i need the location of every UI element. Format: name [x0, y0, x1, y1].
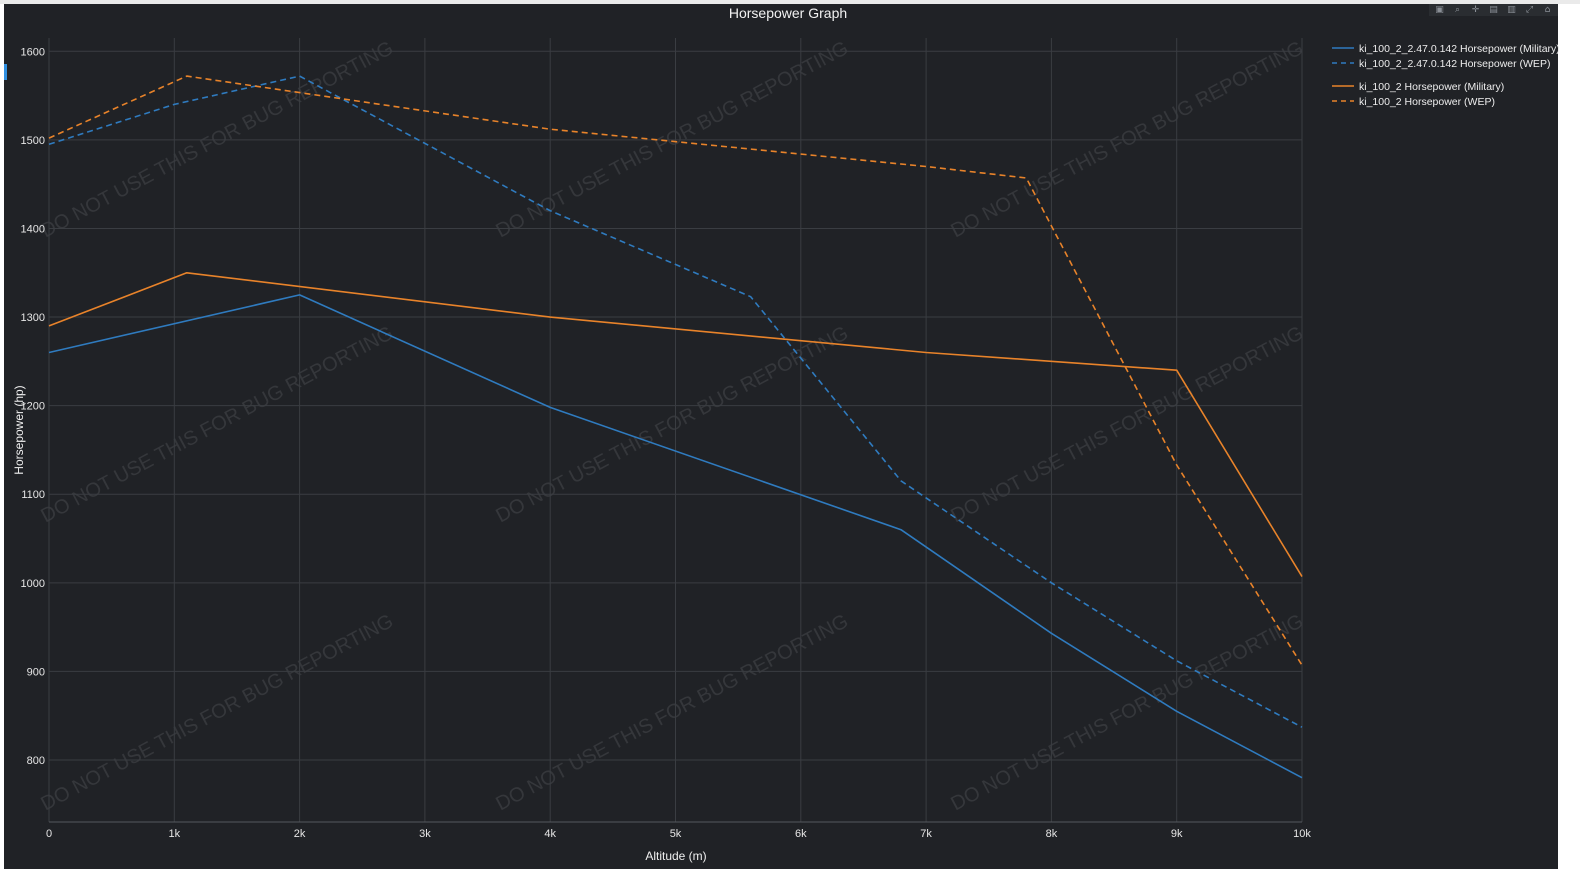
y-tick-label: 1000 [21, 578, 45, 590]
x-tick-label: 10k [1293, 828, 1311, 840]
legend-label: ki_100_2_2.47.0.142 Horsepower (WEP) [1359, 58, 1550, 70]
legend[interactable]: ki_100_2_2.47.0.142 Horsepower (Military… [1332, 43, 1560, 108]
x-tick-label: 4k [544, 828, 556, 840]
series-line-3[interactable] [48, 271, 1303, 578]
grid-lines [48, 38, 1303, 823]
series-layer [48, 75, 1303, 779]
camera-icon[interactable]: ▣ [1435, 5, 1444, 15]
legend-item[interactable]: ki_100_2 Horsepower (WEP) [1332, 96, 1495, 108]
y-tick-label: 1400 [21, 223, 45, 235]
chart-frame [4, 4, 1558, 869]
legend-item[interactable]: ki_100_2_2.47.0.142 Horsepower (Military… [1332, 43, 1560, 55]
x-tick-label: 7k [920, 828, 932, 840]
legend-label: ki_100_2 Horsepower (Military) [1359, 81, 1504, 93]
zoom-out-icon[interactable]: ▥ [1507, 5, 1516, 15]
legend-label: ki_100_2_2.47.0.142 Horsepower (Military… [1359, 43, 1560, 55]
x-tick-label: 8k [1046, 828, 1058, 840]
y-tick-label: 800 [27, 755, 45, 767]
watermark-text: DO NOT USE THIS FOR BUG REPORTING [492, 610, 852, 815]
pan-icon[interactable]: ✛ [1471, 5, 1480, 15]
window-top-strip [0, 0, 1580, 4]
series-line-1[interactable] [48, 294, 1303, 779]
watermark-text: DO NOT USE THIS FOR BUG REPORTING [492, 322, 852, 527]
tick-labels: 0 1k 2k 3k 4k 5k 6k 7k 8k 9k 10k 800 900 1000 1100 1200… [21, 46, 1312, 840]
x-tick-label: 3k [419, 828, 431, 840]
y-tick-label: 1100 [21, 489, 45, 501]
y-tick-label: 1500 [21, 135, 45, 147]
legend-label: ki_100_2 Horsepower (WEP) [1359, 96, 1495, 108]
y-axis-title: Horsepower (hp) [12, 385, 26, 474]
x-tick-label: 6k [795, 828, 807, 840]
series-line-2[interactable] [48, 75, 1303, 728]
watermark-text: DO NOT USE THIS FOR BUG REPORTING [37, 322, 397, 527]
zoom-in-icon[interactable]: ▤ [1489, 5, 1498, 15]
x-axis-title: Altitude (m) [645, 849, 706, 863]
legend-item[interactable]: ki_100_2 Horsepower (Military) [1332, 81, 1504, 93]
y-tick-label: 900 [27, 666, 45, 678]
autoscale-icon[interactable]: ⤢ [1525, 5, 1534, 15]
zoom-icon[interactable]: ⌕ [1454, 5, 1461, 15]
watermark-text: DO NOT USE THIS FOR BUG REPORTING [947, 610, 1307, 815]
watermark-text: DO NOT USE THIS FOR BUG REPORTING [37, 610, 397, 815]
side-tab-indicator[interactable] [4, 64, 7, 80]
x-tick-label: 2k [294, 828, 306, 840]
series-line-4[interactable] [48, 75, 1303, 666]
chart-title: Horsepower Graph [729, 5, 847, 21]
x-tick-label: 1k [168, 828, 180, 840]
y-tick-label: 1300 [21, 312, 45, 324]
x-tick-label: 0 [46, 828, 52, 840]
legend-item[interactable]: ki_100_2_2.47.0.142 Horsepower (WEP) [1332, 58, 1550, 70]
watermark-layer: DO NOT USE THIS FOR BUG REPORTING DO NOT … [37, 37, 1307, 815]
chart-toolbar: ▣ ⌕ ✛ ▤ ▥ ⤢ ⌂ [1429, 4, 1558, 16]
x-tick-label: 9k [1171, 828, 1183, 840]
x-tick-label: 5k [670, 828, 682, 840]
reset-axes-icon[interactable]: ⌂ [1544, 5, 1551, 15]
y-tick-label: 1200 [21, 401, 45, 413]
y-tick-label: 1600 [21, 46, 45, 58]
